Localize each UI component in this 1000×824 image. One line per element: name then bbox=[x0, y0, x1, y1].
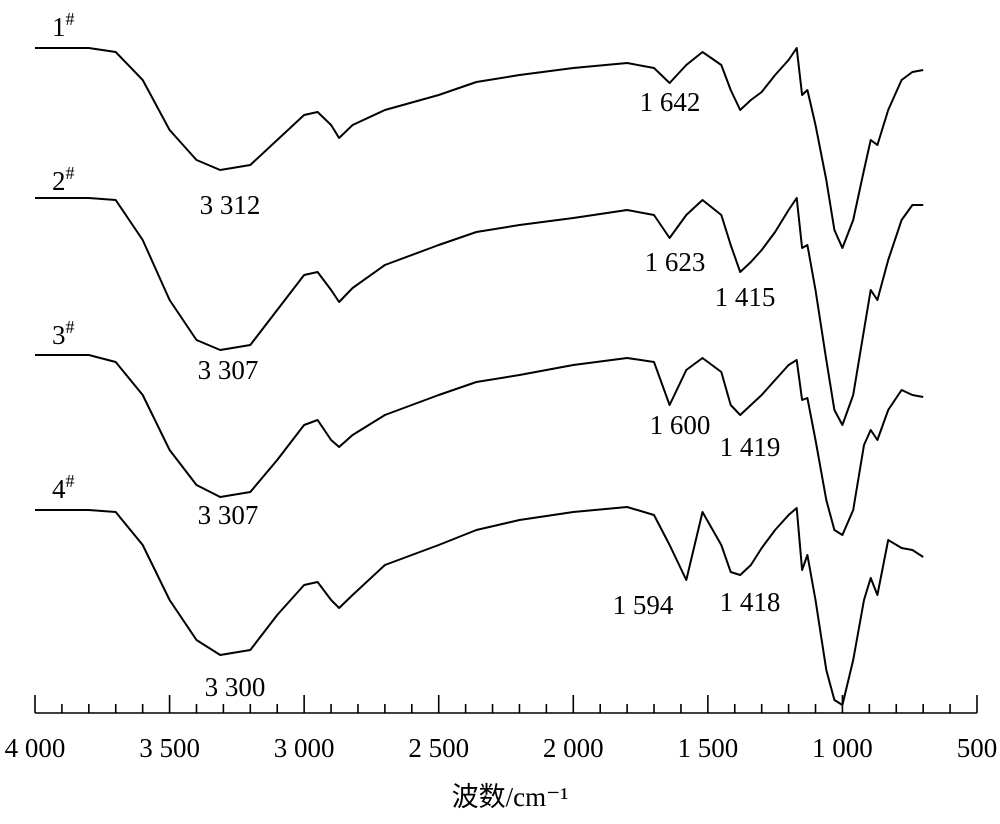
x-tick-label: 1 500 bbox=[677, 733, 738, 763]
peak-annotation: 1 623 bbox=[645, 247, 706, 277]
series-label-mark: # bbox=[66, 317, 75, 337]
series-label-mark: # bbox=[66, 9, 75, 29]
x-tick-label: 1 000 bbox=[812, 733, 873, 763]
x-axis-label: 波数/cm⁻¹ bbox=[452, 782, 569, 812]
series-label: 3# bbox=[52, 317, 75, 350]
peak-annotation: 1 642 bbox=[640, 87, 701, 117]
series-label-mark: # bbox=[66, 163, 75, 183]
peak-annotation: 3 312 bbox=[200, 190, 261, 220]
spectrum-line bbox=[35, 354, 924, 536]
spectrum-line bbox=[35, 47, 924, 249]
series-label: 4# bbox=[52, 471, 75, 504]
peak-annotation: 3 300 bbox=[205, 672, 266, 702]
spectrum-line bbox=[35, 506, 924, 706]
series-label-number: 3 bbox=[52, 320, 66, 350]
peak-annotation: 1 594 bbox=[613, 590, 674, 620]
x-tick-label: 2 500 bbox=[408, 733, 469, 763]
peak-annotation: 1 419 bbox=[720, 432, 781, 462]
spectrum-line bbox=[35, 197, 924, 426]
x-tick-label: 3 500 bbox=[139, 733, 200, 763]
x-tick-label: 2 000 bbox=[543, 733, 604, 763]
peak-annotation: 1 418 bbox=[720, 587, 781, 617]
x-tick-label: 3 000 bbox=[274, 733, 335, 763]
peak-annotation: 1 415 bbox=[715, 282, 776, 312]
series-label: 2# bbox=[52, 163, 75, 196]
series-label-number: 4 bbox=[52, 474, 66, 504]
series-label-number: 2 bbox=[52, 166, 66, 196]
peak-annotation: 3 307 bbox=[198, 500, 259, 530]
series-label: 1# bbox=[52, 9, 75, 42]
peak-annotation: 3 307 bbox=[198, 355, 259, 385]
series-label-number: 1 bbox=[52, 12, 66, 42]
peak-annotation: 1 600 bbox=[650, 410, 711, 440]
x-tick-label: 4 000 bbox=[5, 733, 66, 763]
series-label-mark: # bbox=[66, 471, 75, 491]
x-tick-label: 500 bbox=[957, 733, 998, 763]
